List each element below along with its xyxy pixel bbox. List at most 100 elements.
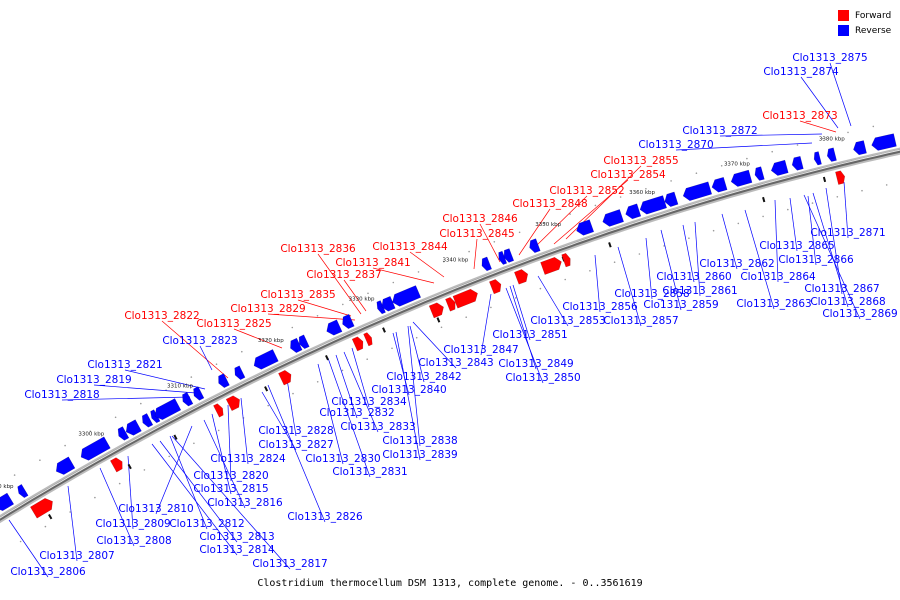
- reverse-strand-dot: [746, 157, 748, 160]
- gene-label-clo1313-2845: Clo1313_2845: [439, 228, 514, 240]
- feature-marker: [382, 327, 386, 333]
- forward-strand-dot: [217, 429, 220, 432]
- forward-gene-2: [213, 403, 224, 418]
- reverse-leader-36: [240, 397, 249, 465]
- reverse-leader-31: [395, 331, 421, 461]
- reverse-gene-37: [826, 147, 837, 162]
- reverse-gene-19: [381, 295, 396, 312]
- reverse-leader-2: [719, 133, 823, 137]
- feature-marker: [127, 463, 132, 470]
- gene-label-clo1313-2869: Clo1313_2869: [822, 308, 897, 320]
- reverse-strand-dot: [291, 326, 294, 329]
- reverse-gene-35: [791, 155, 804, 171]
- reverse-strand-dot: [670, 180, 672, 182]
- gene-label-clo1313-2855: Clo1313_2855: [603, 155, 678, 167]
- gene-label-clo1313-2820: Clo1313_2820: [193, 470, 268, 482]
- reverse-leader-10: [803, 194, 861, 320]
- reverse-leader-33: [317, 363, 344, 465]
- forward-gene-11: [513, 269, 529, 285]
- gene-label-clo1313-2841: Clo1313_2841: [335, 257, 410, 269]
- gene-label-clo1313-2873: Clo1313_2873: [762, 110, 837, 122]
- forward-strand-dot: [663, 245, 665, 247]
- reverse-leader-8: [825, 187, 843, 295]
- reverse-strand-dot: [392, 281, 395, 284]
- forward-strand-dot: [589, 270, 591, 272]
- reverse-leader-50: [127, 455, 134, 530]
- legend-item-forward: Forward: [838, 8, 891, 23]
- reverse-strand-dot: [114, 416, 117, 419]
- forward-leader-5: [479, 223, 501, 263]
- gene-label-clo1313-2819: Clo1313_2819: [56, 374, 131, 386]
- forward-leader-2: [553, 179, 629, 245]
- tick-label: 3360 kbp: [629, 190, 655, 196]
- reverse-gene-6: [141, 413, 154, 428]
- gene-label-clo1313-2860: Clo1313_2860: [656, 271, 731, 283]
- forward-strand-dot: [118, 482, 121, 485]
- gene-label-clo1313-2861: Clo1313_2861: [662, 285, 737, 297]
- reverse-leader-9: [812, 192, 849, 308]
- reverse-gene-9: [182, 391, 194, 407]
- feature-marker: [436, 317, 441, 323]
- reverse-strand-dot: [367, 292, 369, 295]
- reverse-gene-28: [639, 195, 668, 215]
- gene-label-clo1313-2821: Clo1313_2821: [87, 359, 162, 371]
- reverse-leader-25: [409, 325, 425, 383]
- forward-gene-5: [351, 336, 364, 352]
- gene-label-clo1313-2838: Clo1313_2838: [382, 435, 457, 447]
- reverse-strand-dot: [847, 131, 849, 134]
- gene-label-clo1313-2864: Clo1313_2864: [740, 271, 816, 283]
- reverse-leader-23: [480, 293, 492, 356]
- reverse-leader-15: [660, 229, 682, 311]
- gene-label-clo1313-2836: Clo1313_2836: [280, 243, 356, 255]
- reverse-leader-39: [124, 369, 206, 390]
- forward-strand-dot: [267, 404, 270, 407]
- reverse-leader-11: [721, 213, 738, 270]
- reverse-leader-47: [159, 440, 238, 543]
- forward-gene-6: [363, 332, 373, 347]
- reverse-swatch: [838, 25, 849, 36]
- forward-gene-3: [225, 395, 240, 412]
- reverse-gene-3: [80, 436, 111, 461]
- forward-strand-dot: [737, 222, 740, 225]
- forward-strand-dot: [292, 392, 294, 395]
- reverse-leader-7: [774, 199, 779, 283]
- reverse-gene-39: [871, 133, 897, 151]
- forward-strand-dot: [885, 184, 888, 186]
- gene-label-clo1313-2843: Clo1313_2843: [418, 357, 493, 369]
- reverse-gene-16: [326, 319, 343, 336]
- reverse-gene-36: [813, 151, 822, 166]
- reverse-leader-44: [203, 419, 246, 509]
- reverse-gene-12: [234, 365, 246, 380]
- reverse-strand-dot: [39, 459, 41, 462]
- forward-strand-dot: [787, 208, 789, 211]
- forward-gene-12: [540, 257, 562, 275]
- reverse-leader-42: [227, 404, 232, 482]
- reverse-strand-dot: [771, 150, 773, 153]
- backbone-shadow: [0, 147, 900, 524]
- reverse-gene-20: [392, 285, 422, 307]
- gene-label-clo1313-2810: Clo1313_2810: [118, 503, 193, 515]
- forward-strand-dot: [19, 540, 22, 543]
- gene-label-clo1313-2867: Clo1313_2867: [804, 283, 879, 295]
- forward-strand-dot: [539, 287, 542, 290]
- reverse-leader-24: [412, 321, 457, 369]
- gene-label-clo1313-2844: Clo1313_2844: [372, 241, 448, 253]
- reverse-strand-dot: [695, 172, 698, 174]
- reverse-gene-22: [498, 250, 508, 265]
- gene-label-clo1313-2829: Clo1313_2829: [230, 303, 305, 315]
- forward-strand-dot: [638, 253, 641, 255]
- reverse-strand-dot: [266, 338, 268, 341]
- reverse-leader-1: [800, 76, 839, 129]
- gene-label-clo1313-2816: Clo1313_2816: [207, 497, 283, 509]
- forward-strand-dot: [316, 381, 319, 383]
- reverse-leader-49: [171, 435, 291, 570]
- gene-label-clo1313-2834: Clo1313_2834: [331, 396, 407, 408]
- reverse-leader-29: [343, 351, 379, 433]
- reverse-gene-14: [290, 337, 303, 353]
- reverse-strand-dot: [796, 144, 799, 146]
- gene-label-clo1313-2815: Clo1313_2815: [193, 483, 268, 495]
- reverse-strand-dot: [518, 231, 521, 234]
- reverse-gene-2: [55, 456, 76, 475]
- gene-label-clo1313-2840: Clo1313_2840: [371, 384, 446, 396]
- reverse-leader-4: [843, 181, 849, 239]
